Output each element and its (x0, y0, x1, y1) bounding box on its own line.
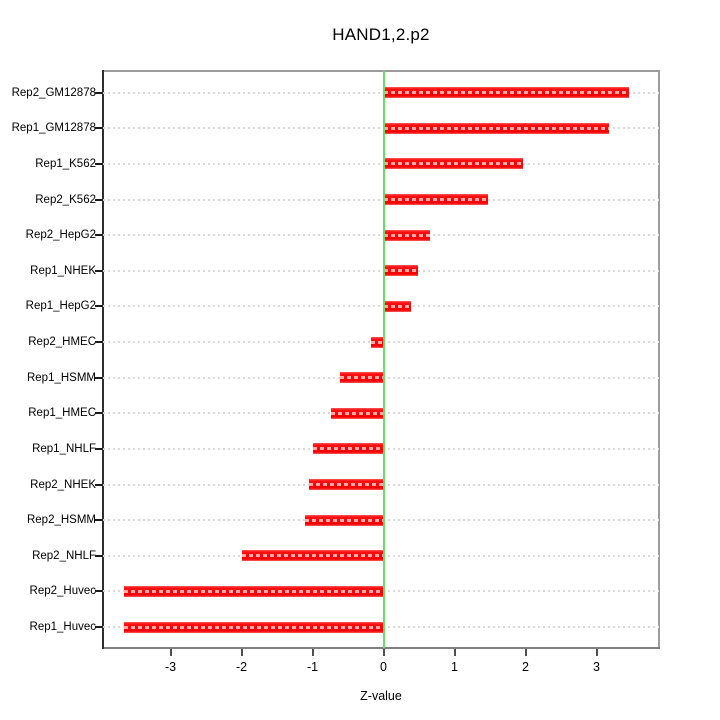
bar-Rep2_HSMM (304, 514, 384, 526)
plot-box-bottom-edge (102, 647, 660, 649)
x-axis-tick (524, 649, 527, 656)
y-axis-tick (95, 341, 103, 344)
x-axis-tick (595, 649, 598, 656)
plot-box-right-edge (658, 70, 660, 649)
y-axis-category-label: Rep2_HMEC (28, 336, 96, 349)
gridline (103, 162, 659, 165)
y-axis-tick (95, 590, 103, 593)
y-axis-category-label: Rep1_Huvec (29, 621, 96, 633)
gridline (103, 234, 659, 237)
bar-Rep2_HMEC (370, 336, 384, 348)
x-axis-tick-label: -3 (164, 660, 177, 674)
plot-box-left-edge (102, 70, 104, 649)
bar-Rep2_HepG2 (383, 229, 431, 241)
chart-title: HAND1,2.p2 (332, 25, 430, 44)
y-axis-tick (95, 198, 103, 201)
bar-Rep2_GM12878 (383, 87, 629, 99)
y-axis-category-label: Rep2_HSMM (26, 514, 96, 527)
bar-Rep2_K562 (383, 194, 488, 206)
x-axis-label: Z-value (360, 689, 402, 703)
x-axis-tick-label: 3 (593, 660, 600, 674)
bar-Rep1_K562 (383, 158, 523, 170)
x-axis-tick-label: 1 (451, 660, 458, 674)
x-axis-tick (240, 649, 243, 656)
y-axis-tick (95, 127, 103, 130)
x-axis-tick-label: 2 (522, 660, 529, 674)
gridline (103, 305, 659, 308)
y-axis-category-label: Rep2_NHLF (32, 549, 96, 562)
bar-Rep1_NHLF (312, 443, 384, 455)
gridline (103, 91, 659, 94)
x-axis-tick (453, 649, 456, 656)
y-axis-tick (95, 554, 103, 557)
y-axis-category-label: Rep1_NHEK (30, 264, 96, 277)
y-axis-category-label: Rep2_GM12878 (11, 86, 96, 99)
gridline (103, 198, 659, 201)
y-axis-tick (95, 412, 103, 415)
y-axis-tick (95, 91, 103, 94)
bar-Rep1_GM12878 (383, 122, 609, 134)
x-axis-tick-label: -2 (235, 660, 248, 674)
y-axis-category-label: Rep1_GM12878 (11, 122, 96, 135)
y-axis-tick (95, 519, 103, 522)
x-axis-tick-label: -1 (306, 660, 319, 674)
y-axis-category-label: Rep1_HepG2 (25, 300, 96, 313)
bar-Rep1_HSMM (339, 372, 384, 384)
x-axis-tick-label: 0 (380, 660, 387, 674)
y-axis-category-label: Rep2_Huvec (29, 585, 96, 598)
y-axis-tick (95, 269, 103, 272)
x-axis-tick (169, 649, 172, 656)
bar-Rep2_NHEK (308, 479, 384, 491)
y-axis-tick (95, 376, 103, 379)
plot-area (103, 71, 659, 648)
y-axis-tick (95, 234, 103, 237)
bar-Rep1_Huvec (123, 621, 384, 633)
y-axis-category-label: Rep1_K562 (35, 157, 96, 170)
y-axis-category-label: Rep1_HSMM (26, 371, 96, 384)
bar-Rep1_HepG2 (383, 300, 411, 312)
x-axis-tick (311, 649, 314, 656)
y-axis-category-label: Rep2_NHEK (30, 478, 96, 491)
bar-Rep2_Huvec (123, 585, 384, 597)
y-axis-tick (95, 626, 103, 628)
x-axis-tick (382, 649, 385, 656)
gridline (103, 127, 659, 130)
y-axis-tick (95, 483, 103, 486)
plot-box-top-edge (102, 70, 660, 72)
zero-reference-line (382, 71, 385, 648)
y-axis-category-label: Rep1_HMEC (28, 407, 96, 420)
y-axis-category-label: Rep2_HepG2 (25, 229, 96, 242)
y-axis-tick (95, 305, 103, 308)
gridline (103, 269, 659, 272)
y-axis-tick (95, 162, 103, 165)
bar-Rep1_NHEK (383, 265, 418, 277)
y-axis-category-label: Rep2_K562 (35, 193, 96, 206)
y-axis-category-label: Rep1_NHLF (32, 442, 96, 455)
y-axis-tick (95, 447, 103, 450)
bar-Rep1_HMEC (331, 407, 384, 419)
bar-Rep2_NHLF (241, 550, 384, 562)
